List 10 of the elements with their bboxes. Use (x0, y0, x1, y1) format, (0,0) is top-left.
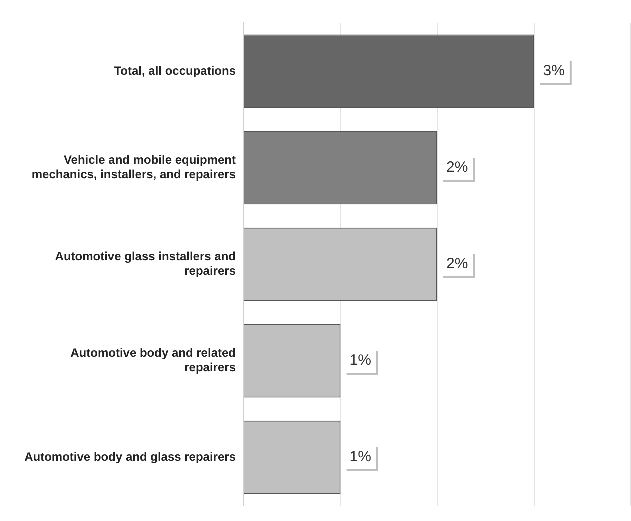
data-label: 3% (543, 62, 565, 80)
data-label: 1% (350, 352, 372, 370)
data-label: 2% (446, 256, 468, 273)
y-tick-label: Automotive body and related repairers (70, 346, 236, 375)
y-tick-label: Vehicle and mobile equipment mechanics, installers, and repairers (32, 153, 236, 182)
y-tick-label: Automotive body and glass repairers (24, 450, 236, 464)
data-label: 1% (350, 448, 372, 466)
y-tick-label: Automotive glass installers and repairers (55, 250, 236, 278)
y-tick-label: Total, all occupations (114, 64, 236, 78)
data-label: 2% (446, 159, 468, 176)
